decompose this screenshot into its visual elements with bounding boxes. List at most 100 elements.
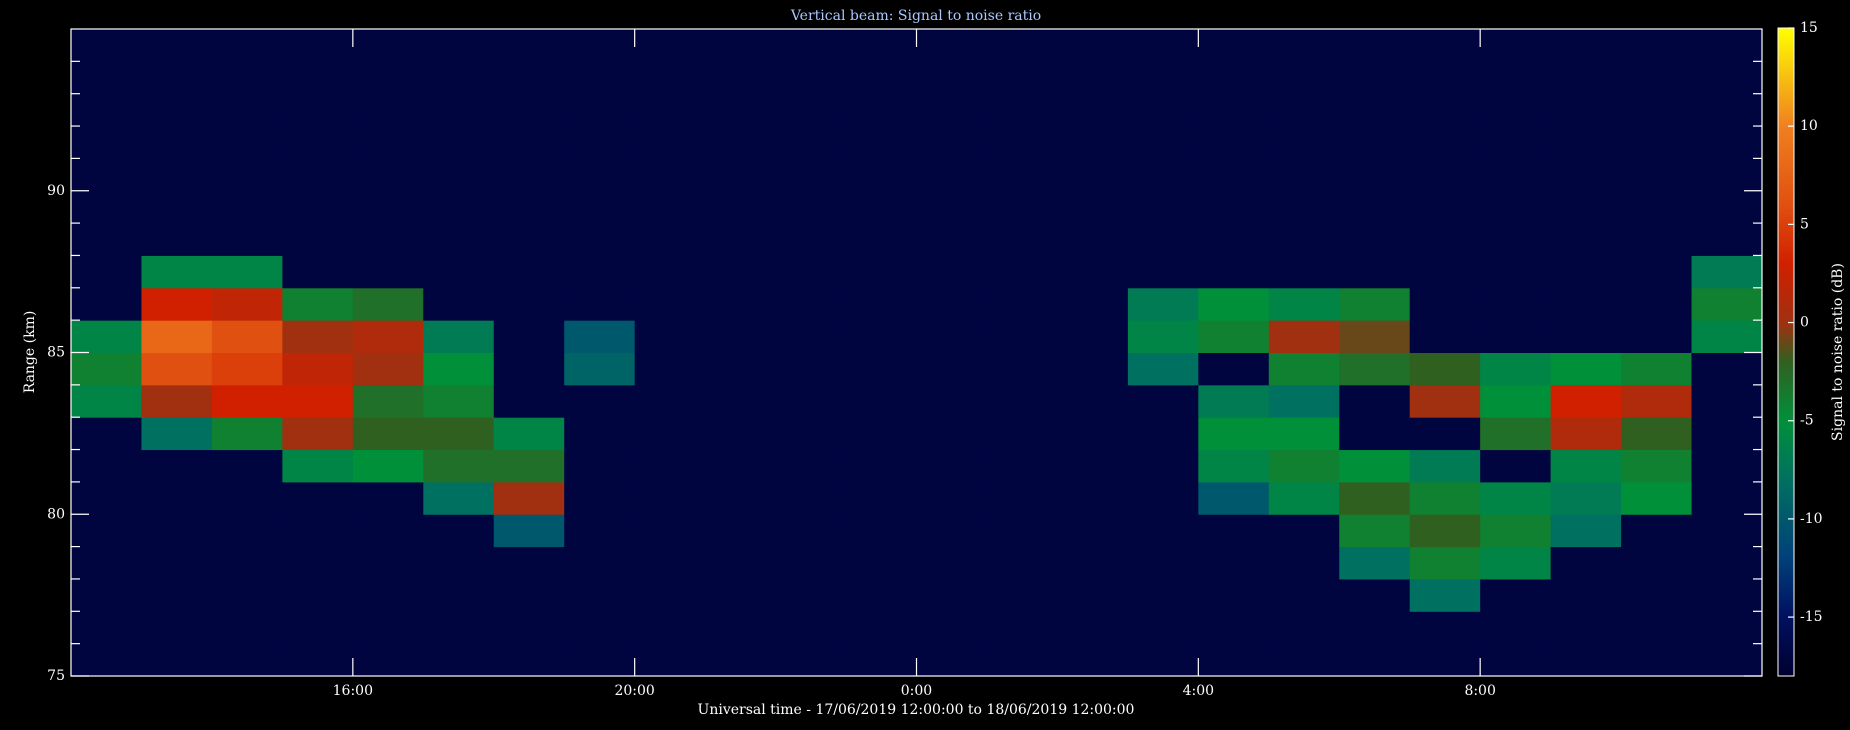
heatmap-cell: [986, 287, 1058, 321]
heatmap-cell: [634, 611, 706, 645]
heatmap-cell: [705, 158, 777, 192]
heatmap-cell: [352, 417, 424, 451]
heatmap-cell: [352, 546, 424, 580]
heatmap-cell: [1057, 223, 1129, 256]
heatmap-cell: [1621, 546, 1693, 580]
heatmap-cell: [1691, 223, 1763, 256]
heatmap-cell: [1268, 287, 1340, 321]
heatmap-cell: [1057, 449, 1129, 483]
heatmap-cell: [493, 320, 565, 353]
heatmap-cell: [1127, 61, 1199, 95]
heatmap-cell: [1550, 93, 1622, 127]
heatmap-cell: [1268, 93, 1340, 127]
heatmap-cell: [916, 61, 988, 95]
heatmap-cell: [211, 546, 283, 580]
heatmap-cell: [1198, 546, 1270, 580]
heatmap-cell: [1409, 190, 1481, 224]
heatmap-cell: [1198, 255, 1270, 289]
heatmap-cell: [71, 417, 142, 451]
heatmap-cell: [71, 223, 142, 256]
heatmap-cell: [1057, 29, 1129, 62]
heatmap-cell: [352, 481, 424, 515]
heatmap-cell: [986, 320, 1058, 353]
heatmap-cell: [352, 578, 424, 612]
heatmap-cell: [634, 449, 706, 483]
heatmap-cell: [141, 287, 213, 321]
heatmap-cell: [211, 449, 283, 483]
heatmap-cell: [986, 61, 1058, 95]
heatmap-cell: [986, 190, 1058, 224]
heatmap-cell: [1057, 514, 1129, 548]
colorbar-tick-label: 5: [1800, 216, 1809, 232]
heatmap-cell: [564, 352, 636, 386]
heatmap-cell: [916, 481, 988, 515]
heatmap-cell: [916, 611, 988, 645]
heatmap-cell: [423, 61, 495, 95]
heatmap-cell: [634, 352, 706, 386]
heatmap-cell: [846, 611, 917, 645]
heatmap-cell: [1057, 190, 1129, 224]
heatmap-cell: [211, 578, 283, 612]
heatmap-cell: [1480, 384, 1552, 418]
heatmap-cell: [705, 93, 777, 127]
heatmap-cell: [846, 352, 917, 386]
heatmap-cell: [1339, 514, 1411, 548]
heatmap-cell: [634, 158, 706, 192]
heatmap-cell: [1268, 643, 1340, 677]
heatmap-cell: [1621, 481, 1693, 515]
heatmap-cell: [1268, 320, 1340, 353]
heatmap-cell: [775, 352, 847, 386]
heatmap-cell: [141, 223, 213, 256]
heatmap-cell: [1691, 158, 1763, 192]
heatmap-cell: [1057, 61, 1129, 95]
heatmap-cell: [705, 514, 777, 548]
heatmap-cell: [1409, 643, 1481, 677]
heatmap-cell: [1691, 481, 1763, 515]
heatmap-cell: [1409, 223, 1481, 256]
heatmap-cell: [986, 93, 1058, 127]
heatmap-cell: [916, 417, 988, 451]
heatmap-cell: [916, 643, 988, 677]
colorbar: [1777, 27, 1795, 677]
heatmap-cell: [1409, 255, 1481, 289]
heatmap-cell: [1057, 417, 1129, 451]
heatmap-cell: [564, 578, 636, 612]
heatmap-cell: [986, 384, 1058, 418]
heatmap-cell: [1127, 255, 1199, 289]
heatmap-cell: [1691, 126, 1763, 159]
heatmap-cell: [211, 320, 283, 353]
heatmap-cell: [1127, 93, 1199, 127]
heatmap-cell: [916, 514, 988, 548]
heatmap-cell: [1480, 158, 1552, 192]
y-tick-label: 85: [47, 345, 65, 361]
heatmap-cell: [1480, 514, 1552, 548]
heatmap-cell: [1268, 352, 1340, 386]
heatmap-cell: [1409, 287, 1481, 321]
heatmap-cell: [846, 514, 917, 548]
heatmap-cell: [1268, 481, 1340, 515]
heatmap-cell: [1268, 578, 1340, 612]
heatmap-cell: [1268, 29, 1340, 62]
heatmap-cell: [1409, 481, 1481, 515]
heatmap-cell: [282, 643, 354, 677]
heatmap-cell: [141, 417, 213, 451]
heatmap-cell: [1127, 352, 1199, 386]
heatmap-cell: [634, 190, 706, 224]
heatmap-cell: [211, 93, 283, 127]
heatmap-cell: [986, 546, 1058, 580]
y-tick-label: 80: [47, 506, 65, 522]
heatmap-cell: [71, 29, 142, 62]
heatmap-cell: [71, 643, 142, 677]
heatmap-cell: [211, 126, 283, 159]
heatmap-cell: [352, 384, 424, 418]
heatmap-cell: [423, 578, 495, 612]
heatmap-cell: [141, 352, 213, 386]
heatmap-cell: [564, 29, 636, 62]
heatmap-cell: [1057, 320, 1129, 353]
heatmap-cell: [1339, 352, 1411, 386]
heatmap-cell: [1127, 190, 1199, 224]
heatmap-cell: [1621, 29, 1693, 62]
heatmap-cell: [141, 158, 213, 192]
heatmap-cell: [211, 481, 283, 515]
